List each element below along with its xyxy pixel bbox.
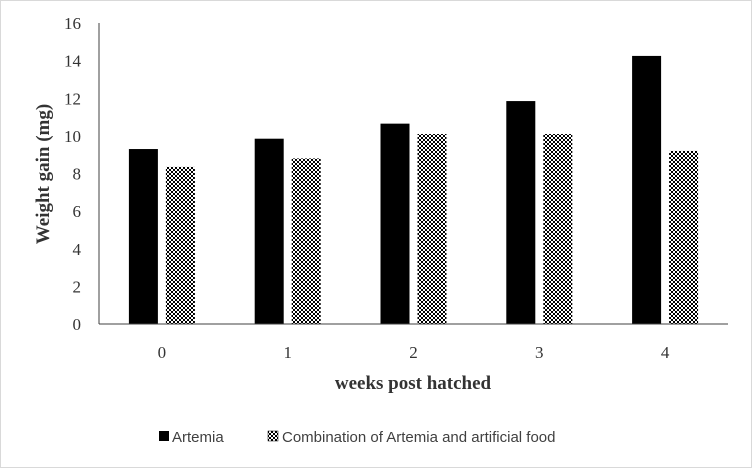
bar-combination [291, 158, 321, 324]
legend-label-artemia: Artemia [172, 429, 224, 446]
x-tick-label: 2 [409, 343, 418, 362]
bar-artemia [128, 149, 158, 324]
y-tick-label: 0 [73, 315, 82, 334]
bar-combination [165, 166, 195, 324]
y-tick-labels: 0 2 4 6 8 10 12 14 16 [64, 14, 82, 334]
legend-label-combination: Combination of Artemia and artificial fo… [282, 429, 555, 446]
y-tick-label: 2 [73, 277, 82, 296]
bar-combination [669, 150, 699, 324]
y-tick-label: 8 [73, 165, 82, 184]
bar-combination [417, 133, 447, 324]
x-tick-label: 3 [535, 343, 544, 362]
y-axis-title: Weight gain (mg) [33, 104, 54, 244]
bar-artemia [506, 101, 536, 325]
bar-artemia [380, 123, 410, 324]
legend-swatch-combination [267, 430, 279, 442]
y-tick-label: 14 [64, 52, 82, 71]
x-tick-label: 4 [661, 343, 670, 362]
bar-artemia [632, 55, 662, 324]
x-tick-label: 1 [283, 343, 292, 362]
y-tick-label: 12 [64, 89, 81, 108]
legend-swatch-artemia [159, 431, 169, 441]
x-axis-title: weeks post hatched [335, 373, 492, 394]
y-tick-label: 6 [73, 202, 82, 221]
y-tick-label: 16 [64, 14, 81, 33]
y-tick-label: 10 [64, 127, 81, 146]
legend: Artemia Combination of Artemia and artif… [159, 429, 555, 446]
bar-artemia [254, 138, 284, 324]
bar-combination [543, 133, 573, 324]
y-tick-label: 4 [73, 240, 82, 259]
bars [128, 55, 699, 325]
x-tick-label: 0 [158, 343, 167, 362]
x-tick-labels: 0 1 2 3 4 [158, 343, 670, 362]
